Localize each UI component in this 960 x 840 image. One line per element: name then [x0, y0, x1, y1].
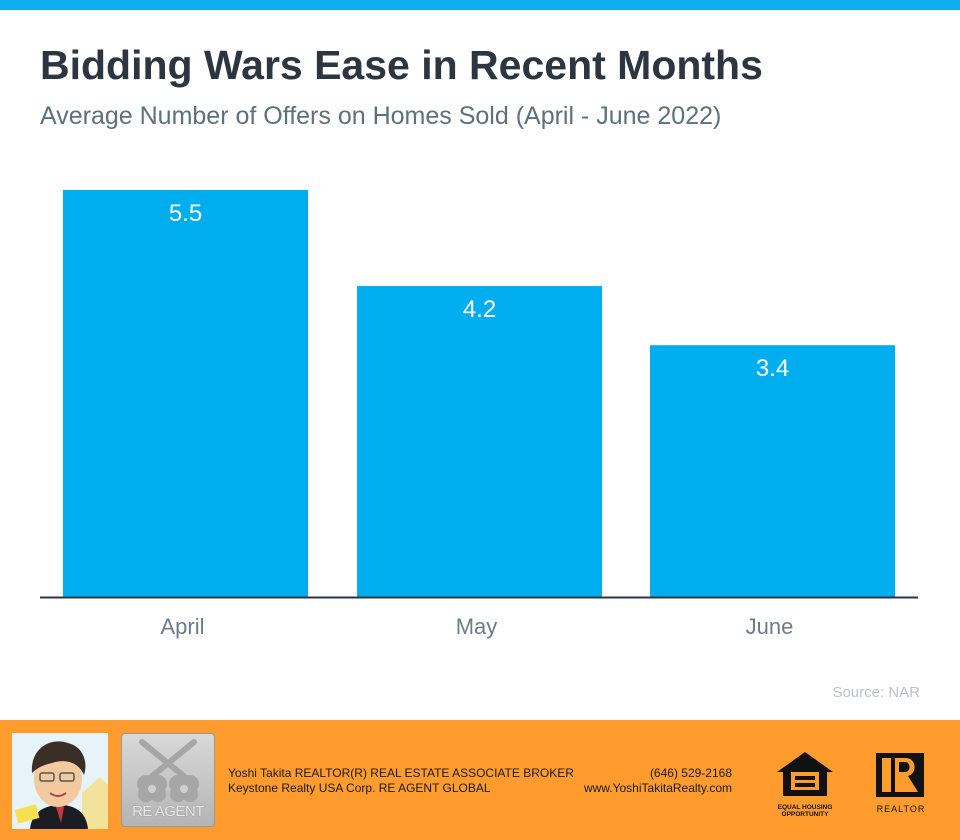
agent-contact: (646) 529-2168 www.YoshiTakitaRealty.com [584, 766, 732, 796]
x-tick-label-may: May [456, 614, 498, 639]
source-note: Source: NAR [832, 684, 920, 701]
equal-housing-text: EQUAL HOUSING OPPORTUNITY [775, 804, 835, 818]
re-agent-logo-text: RE AGENT [132, 803, 204, 820]
realtor-r-icon [876, 753, 924, 797]
data-label-may: 4.2 [463, 296, 496, 323]
agent-photo [12, 733, 108, 829]
crossed-keys-icon [137, 739, 199, 802]
re-agent-logo: RE AGENT [121, 733, 215, 827]
bar-may [357, 286, 602, 597]
agent-phone: (646) 529-2168 [649, 766, 732, 780]
chart-title: Bidding Wars Ease in Recent Months [40, 42, 763, 88]
equal-housing-line1: EQUAL HOUSING [777, 804, 833, 811]
x-tick-label-april: April [160, 614, 204, 639]
data-label-june: 3.4 [756, 355, 789, 382]
equal-housing-line2: OPPORTUNITY [781, 811, 829, 818]
x-tick-label-june: June [746, 614, 794, 639]
agent-company-line: Keystone Realty USA Corp. RE AGENT GLOBA… [228, 781, 491, 795]
agent-website[interactable]: www.YoshiTakitaRealty.com [583, 781, 732, 795]
agent-name-line: Yoshi Takita REALTOR(R) REAL ESTATE ASSO… [228, 766, 574, 780]
agent-info: Yoshi Takita REALTOR(R) REAL ESTATE ASSO… [228, 766, 574, 796]
realtor-label: REALTOR [876, 804, 926, 814]
realtor-logo: REALTOR [876, 753, 926, 814]
top-accent-bar [0, 0, 960, 10]
bar-june [650, 345, 895, 597]
footer-bar: RE AGENT Yoshi Takita REALTOR(R) REAL ES… [0, 720, 960, 840]
bars-group [63, 190, 895, 597]
agent-caricature-icon [12, 733, 108, 829]
data-label-april: 5.5 [169, 200, 202, 227]
chart-subtitle: Average Number of Offers on Homes Sold (… [40, 102, 722, 130]
equal-housing-logo: EQUAL HOUSING OPPORTUNITY [775, 750, 835, 818]
labels-group: 5.5 April 4.2 May 3.4 June [160, 200, 793, 639]
bar-chart: 5.5 April 4.2 May 3.4 June [40, 190, 918, 639]
bar-april [63, 190, 308, 597]
equal-housing-icon [777, 752, 833, 796]
